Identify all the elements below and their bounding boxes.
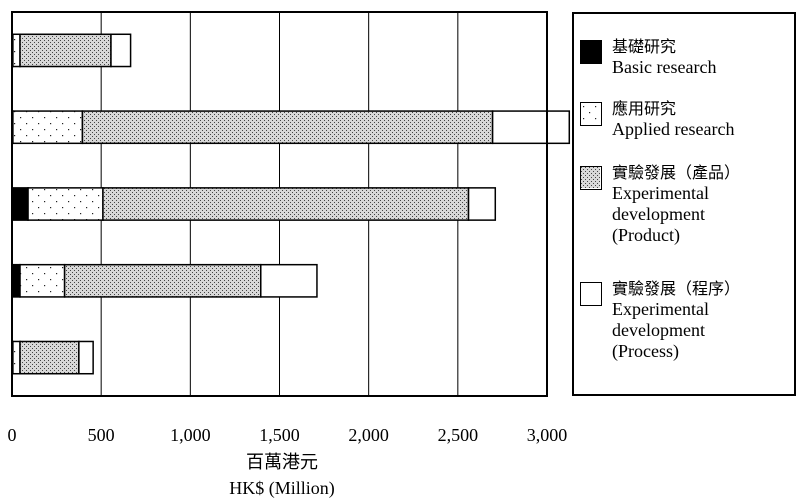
x-axis-title-zh: 百萬港元	[246, 452, 318, 472]
bar-segment-applied	[12, 340, 21, 375]
x-tick-label: 2,000	[348, 425, 389, 445]
bar-segment-process	[78, 340, 94, 375]
bar-segment-product	[81, 110, 494, 145]
plot-area-frame	[11, 11, 548, 397]
bar-segment-process	[260, 263, 318, 298]
x-tick-label: 500	[88, 425, 115, 445]
x-tick-label: 3,000	[527, 425, 568, 445]
bar-segment-product	[63, 263, 262, 298]
bars	[11, 33, 571, 375]
x-tick-label: 1,500	[259, 425, 300, 445]
x-axis-ticks: 0 500 1,000 1,500 2,000 2,500 3,000	[8, 425, 568, 445]
legend-label-en: Experimental development (Product)	[612, 183, 709, 245]
x-tick-label: 2,500	[438, 425, 479, 445]
x-axis-title-en: HK$ (Million)	[229, 478, 335, 499]
legend: 基礎研究 Basic research 應用研究 Applied researc…	[572, 12, 796, 396]
bar-segment-applied	[12, 110, 84, 145]
bar-segment-applied	[27, 187, 104, 221]
bar-group	[11, 263, 318, 298]
bar-segment-process	[491, 110, 571, 145]
x-tick-label: 0	[8, 425, 17, 445]
bar-segment-product	[102, 187, 470, 221]
legend-swatch-process	[580, 282, 602, 306]
bar-segment-applied	[19, 263, 66, 298]
legend-label-zh: 基礎研究	[612, 37, 677, 56]
bar-group	[11, 33, 132, 68]
legend-label-en: Basic research	[612, 57, 717, 77]
bar-segment-basic	[11, 187, 29, 221]
bar-segment-product	[19, 340, 80, 375]
legend-label-en: Applied research	[612, 119, 735, 139]
bar-group	[11, 110, 571, 145]
legend-label-en: Experimental development (Process)	[612, 299, 709, 361]
legend-label-zh: 應用研究	[612, 99, 677, 118]
legend-swatch-basic	[580, 40, 602, 64]
legend-swatch-applied	[580, 102, 602, 126]
legend-label-zh: 實驗發展（程序）	[612, 279, 741, 298]
bar-segment-process	[467, 187, 497, 221]
bar-segment-process	[110, 33, 132, 68]
legend-label-zh: 實驗發展（產品）	[612, 163, 741, 182]
bar-segment-product	[19, 33, 112, 68]
bar-group	[11, 340, 94, 375]
bar-segment-basic	[11, 263, 21, 298]
legend-swatch-product	[580, 166, 602, 190]
bar-group	[11, 187, 497, 221]
x-tick-label: 1,000	[170, 425, 211, 445]
bar-segment-applied	[12, 33, 21, 68]
